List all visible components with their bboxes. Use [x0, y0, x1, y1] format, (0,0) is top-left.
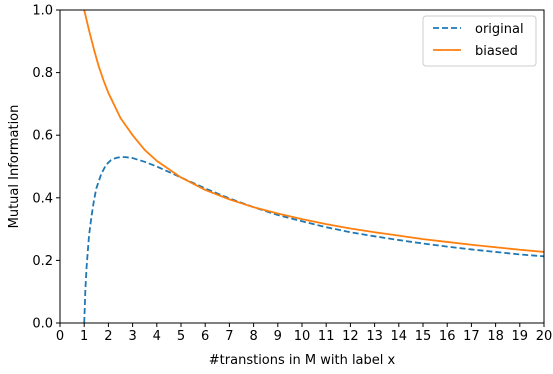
- x-tick-label: 2: [104, 329, 112, 344]
- x-tick-label: 3: [128, 329, 136, 344]
- y-tick-label: 1.0: [32, 4, 53, 19]
- x-tick-label: 8: [249, 329, 257, 344]
- legend-label-biased: biased: [475, 44, 518, 59]
- x-tick-label: 20: [536, 329, 553, 344]
- x-tick-label: 14: [391, 329, 408, 344]
- x-tick-label: 5: [177, 329, 185, 344]
- x-tick-label: 19: [512, 329, 529, 344]
- x-tick-label: 15: [415, 329, 432, 344]
- y-tick-label: 0.0: [32, 317, 53, 332]
- y-axis-label: Mutual Information: [7, 105, 22, 229]
- x-tick-label: 4: [153, 329, 161, 344]
- x-tick-label: 13: [366, 329, 383, 344]
- series-line-original: [83, 156, 544, 323]
- y-tick-label: 0.8: [32, 66, 53, 81]
- x-tick-label: 17: [463, 329, 480, 344]
- y-tick-label: 0.4: [32, 191, 53, 206]
- x-tick-label: 7: [225, 329, 233, 344]
- x-tick-label: 0: [56, 329, 64, 344]
- y-tick-label: 0.6: [32, 129, 53, 144]
- legend: original biased: [422, 15, 537, 67]
- x-tick-label: 10: [294, 329, 311, 344]
- x-tick-label: 16: [439, 329, 456, 344]
- series-line-biased: [83, 10, 544, 253]
- series-layer: [83, 10, 544, 323]
- x-tick-label: 11: [318, 329, 335, 344]
- y-axis: 0.0 0.2 0.4 0.6 0.8 1.0: [32, 4, 60, 332]
- x-tick-label: 18: [487, 329, 504, 344]
- x-tick-label: 12: [342, 329, 359, 344]
- y-tick-label: 0.2: [32, 254, 53, 269]
- x-axis: 0 1 2 3 4 5 6 7 8 9 10 11 12 13 14 15 16 17 18 19 20: [56, 323, 552, 344]
- x-tick-label: 1: [80, 329, 88, 344]
- x-axis-label: #transtions in M with label x: [209, 353, 396, 368]
- x-tick-label: 6: [201, 329, 209, 344]
- legend-label-original: original: [475, 22, 524, 37]
- x-tick-label: 9: [274, 329, 282, 344]
